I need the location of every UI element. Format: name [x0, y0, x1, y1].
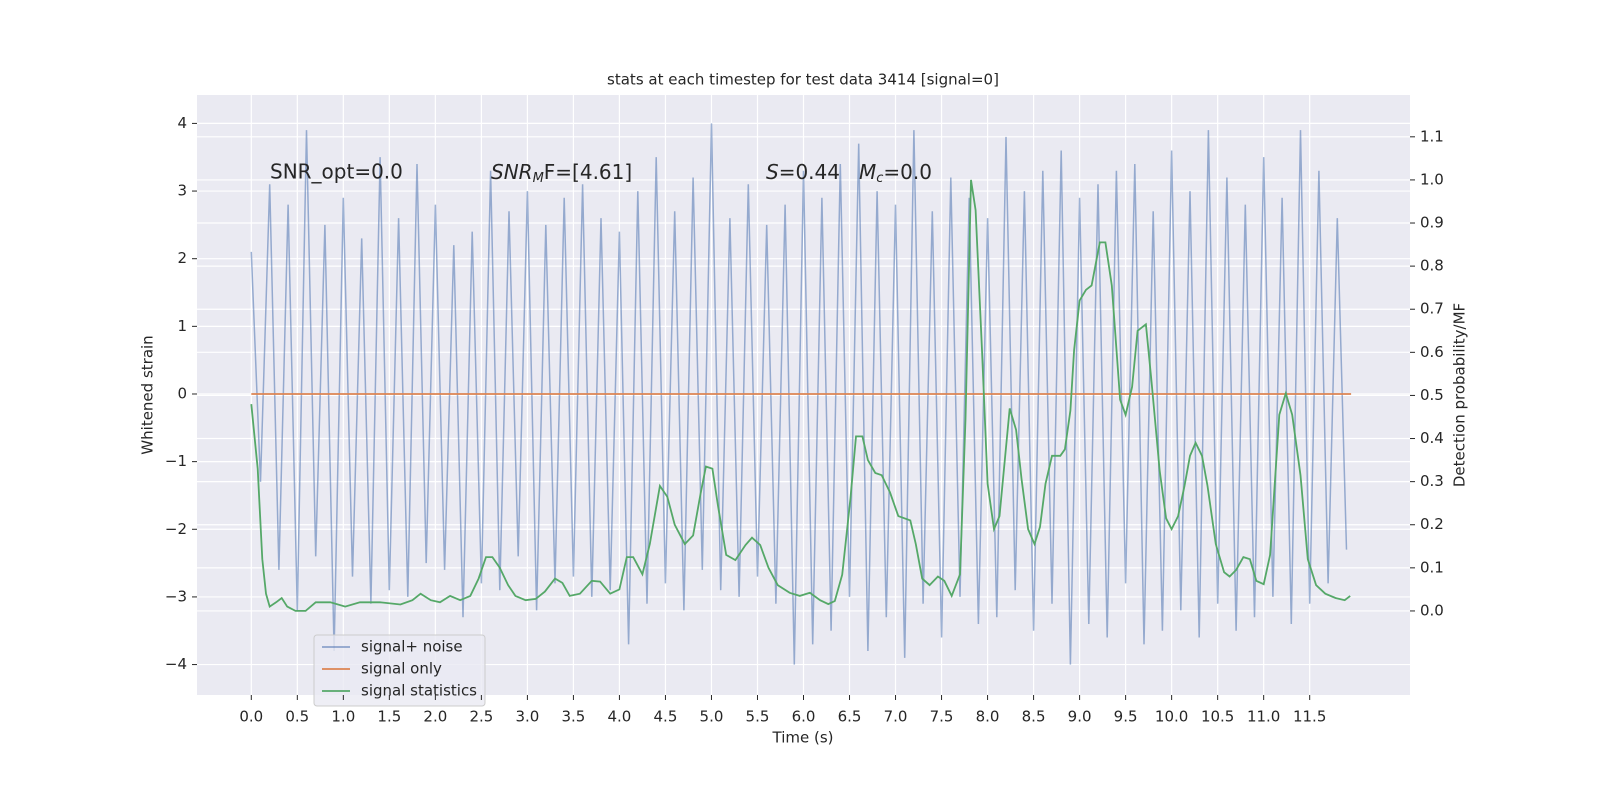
y2-tick-label: 0.0	[1420, 601, 1444, 619]
y2-tick-label: 0.4	[1420, 429, 1444, 447]
y2-tick-label: 0.1	[1420, 558, 1444, 576]
legend-label: signal only	[361, 660, 442, 678]
annotation: Mc=0.0	[859, 160, 932, 186]
y-tick-label: 4	[177, 114, 187, 132]
x-tick-label: 10.5	[1201, 708, 1234, 726]
x-tick-label: 8.5	[1022, 708, 1046, 726]
x-tick-label: 8.0	[976, 708, 1000, 726]
x-tick-label: 4.5	[654, 708, 678, 726]
y-tick-label: 0	[177, 384, 187, 402]
annotation: SNR_opt=0.0	[270, 160, 403, 184]
y-tick-label: 2	[177, 249, 187, 267]
marks	[250, 123, 1352, 665]
legend-box	[313, 634, 486, 707]
annotation: SNRMF=[4.61]	[491, 160, 632, 186]
annotation-part: c	[876, 171, 883, 186]
y2-tick-label: 0.8	[1420, 257, 1444, 275]
series-line	[250, 179, 1351, 612]
x-tick-label: 5.0	[700, 708, 724, 726]
y2-tick-label: 0.6	[1420, 343, 1444, 361]
y-tick-label: −2	[165, 520, 187, 538]
y2-tick-label: 1.1	[1420, 127, 1444, 145]
y-tick-label: −3	[165, 587, 187, 605]
x-tick-label: 7.5	[930, 708, 954, 726]
series-line	[250, 123, 1348, 665]
annotations: SNR_opt=0.0 SNRMF=[4.61] S=0.44 Mc=0.0	[270, 160, 932, 186]
x-tick-label: 6.0	[792, 708, 816, 726]
x-tick-label: 1.5	[377, 708, 401, 726]
annotation-part: SNR	[491, 160, 533, 184]
x-tick-label: 0.5	[285, 708, 309, 726]
y2-tick-label: 1.0	[1420, 170, 1444, 188]
x-tick-label: 4.0	[608, 708, 632, 726]
y2-tick-label: 0.9	[1420, 214, 1444, 232]
y2-tick-label: 0.3	[1420, 472, 1444, 490]
annotation: S=0.44	[766, 160, 840, 184]
legend-label: signal statistics	[361, 682, 477, 700]
x-tick-label: 11.5	[1293, 708, 1326, 726]
x-tick-label: 1.0	[331, 708, 355, 726]
y2-tick-label: 0.5	[1420, 386, 1444, 404]
annotation-part: F=[4.61]	[544, 160, 632, 184]
x-tick-label: 6.5	[838, 708, 862, 726]
x-tick-label: 11.0	[1247, 708, 1280, 726]
x-tick-label: 10.0	[1155, 708, 1188, 726]
x-tick-label: 5.5	[746, 708, 770, 726]
x-tick-label: 9.5	[1114, 708, 1138, 726]
y2-tick-label: 0.2	[1420, 515, 1444, 533]
chart-title: stats at each timestep for test data 341…	[607, 71, 999, 89]
y2-axis-label: Detection probability/MF	[1451, 303, 1469, 487]
x-tick-label: 3.0	[515, 708, 539, 726]
legend-label: signal+ noise	[361, 638, 463, 656]
x-tick-label: 7.0	[884, 708, 908, 726]
x-tick-label: 2.0	[423, 708, 447, 726]
annotation-part: M	[859, 160, 876, 184]
y-tick-label: −4	[165, 655, 187, 673]
annotation-part: S	[766, 160, 779, 184]
annotation-part: =0.0	[883, 160, 932, 184]
y-tick-label: 1	[177, 317, 187, 335]
x-tick-label: 0.0	[239, 708, 263, 726]
x-tick-label: 9.0	[1068, 708, 1092, 726]
legend: signal+ noise signal only signal statistic…	[313, 634, 486, 707]
x-axis-label: Time (s)	[772, 729, 834, 747]
x-tick-label: 2.5	[469, 708, 493, 726]
annotation-part: M	[533, 171, 544, 186]
y-tick-label: −1	[165, 452, 187, 470]
x-tick-label: 3.5	[561, 708, 585, 726]
y2-tick-label: 0.7	[1420, 300, 1444, 318]
y-tick-label: 3	[177, 182, 187, 200]
annotation-part: =0.44	[779, 160, 840, 184]
y-axis-label: Whitened strain	[139, 335, 157, 454]
